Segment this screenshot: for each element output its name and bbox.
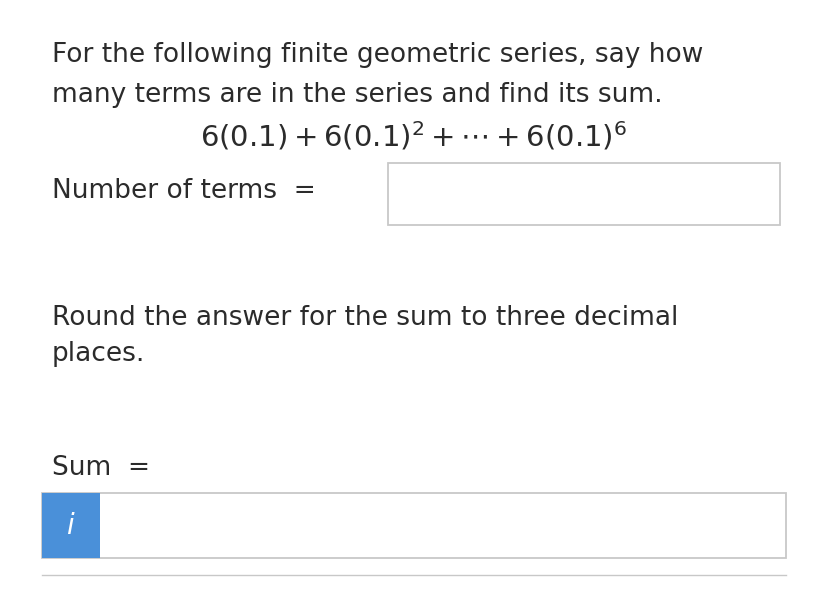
Text: $\mathit{i}$: $\mathit{i}$ bbox=[66, 512, 76, 540]
Text: $6(0.1) + 6(0.1)^2 + \cdots + 6(0.1)^6$: $6(0.1) + 6(0.1)^2 + \cdots + 6(0.1)^6$ bbox=[200, 120, 627, 153]
Text: Number of terms  =: Number of terms = bbox=[52, 178, 315, 204]
FancyBboxPatch shape bbox=[388, 163, 779, 225]
Text: For the following finite geometric series, say how: For the following finite geometric serie… bbox=[52, 42, 702, 68]
Text: many terms are in the series and find its sum.: many terms are in the series and find it… bbox=[52, 82, 662, 108]
Text: Sum  =: Sum = bbox=[52, 455, 150, 481]
FancyBboxPatch shape bbox=[42, 493, 100, 558]
Text: Round the answer for the sum to three decimal
places.: Round the answer for the sum to three de… bbox=[52, 305, 677, 367]
FancyBboxPatch shape bbox=[42, 493, 785, 558]
